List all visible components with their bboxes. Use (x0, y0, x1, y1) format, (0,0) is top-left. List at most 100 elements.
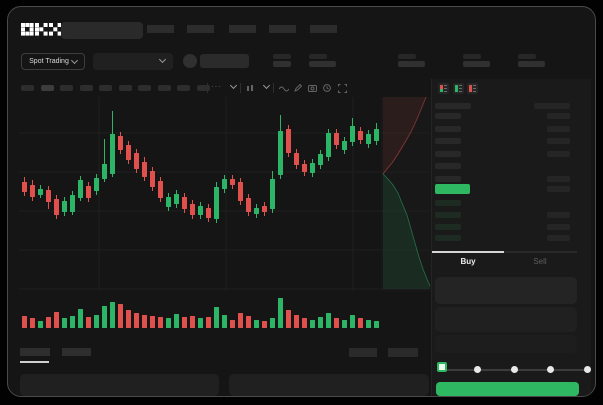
bids-only-icon[interactable] (452, 83, 464, 94)
chevron-down-icon[interactable] (229, 81, 238, 90)
trading-pair-selector[interactable] (93, 53, 173, 70)
color-column (469, 85, 472, 92)
active-bottom-tab-indicator (20, 361, 49, 363)
expand-icon[interactable] (338, 84, 347, 93)
combined-book-icon[interactable] (438, 83, 449, 94)
timeframe-button-2[interactable] (60, 85, 73, 91)
orderbook-header (435, 103, 471, 109)
app-window: Spot Trading ··· (7, 6, 596, 397)
ask-amount-cell (547, 113, 570, 119)
order-input-2[interactable] (435, 335, 577, 353)
color-column (440, 85, 443, 92)
ticker-stat-value (398, 61, 425, 67)
ticker-stat-value (463, 61, 490, 67)
ticker-stat-value (309, 61, 336, 67)
ticker-stat-label (398, 54, 416, 59)
timeframe-button-9[interactable] (196, 85, 210, 91)
divider (273, 83, 274, 93)
asks-only-icon[interactable] (467, 83, 478, 94)
slider-stop-3[interactable] (583, 366, 591, 373)
bid-price-cell (435, 235, 461, 241)
last-price-badge[interactable] (435, 184, 470, 194)
ticker-stat-3 (463, 54, 490, 67)
ticker-stat-label (463, 54, 481, 59)
wave-icon[interactable] (279, 85, 289, 92)
orderbook-header (534, 103, 570, 109)
nav-item-0[interactable] (147, 25, 174, 33)
bottom-control-0[interactable] (349, 348, 377, 357)
slider-stop-1[interactable] (510, 366, 518, 373)
slider-stop-0[interactable] (473, 366, 481, 373)
nav-item-4[interactable] (310, 25, 337, 33)
divider (207, 83, 208, 93)
bottom-panel-1 (229, 374, 429, 396)
active-tab-indicator (432, 251, 504, 253)
market-type-selector[interactable]: Spot Trading (21, 53, 85, 70)
bottom-tab-0[interactable] (20, 348, 50, 356)
ticker-stat-value (273, 61, 291, 67)
chart-type-icon[interactable] (246, 84, 255, 93)
ask-amount-cell (547, 138, 570, 144)
timeframe-button-6[interactable] (138, 85, 151, 91)
timeframe-button-3[interactable] (79, 85, 93, 91)
order-input-1[interactable] (435, 307, 577, 332)
search-input[interactable] (61, 22, 143, 39)
timeframe-button-4[interactable] (99, 85, 112, 91)
slider-stop-2[interactable] (546, 366, 554, 373)
more-intervals-icon[interactable]: ··· (211, 82, 222, 91)
header-action-button[interactable] (200, 54, 249, 68)
timeframe-button-0[interactable] (21, 85, 34, 91)
nav-item-2[interactable] (229, 25, 256, 33)
camera-icon[interactable] (308, 84, 317, 92)
tab-divider (432, 251, 577, 253)
book-lines (458, 85, 462, 92)
color-column (454, 85, 458, 92)
ticker-stat-label (309, 54, 327, 59)
orderbook-cell (547, 186, 570, 192)
pencil-icon[interactable] (294, 84, 302, 92)
ask-amount-cell (547, 151, 570, 157)
chevron-down-icon (158, 55, 167, 64)
clock-icon[interactable] (323, 84, 331, 92)
ask-amount-cell (547, 176, 570, 182)
nav-item-1[interactable] (187, 25, 214, 33)
nav-item-3[interactable] (269, 25, 296, 33)
ask-price-cell (435, 126, 461, 132)
orderbook-trade-panel: Buy Sell (431, 79, 591, 396)
tab-buy[interactable]: Buy (460, 257, 476, 266)
ticker-stat-value (518, 61, 545, 67)
ticker-stat-label (518, 54, 536, 59)
timeframe-button-5[interactable] (118, 85, 132, 91)
book-lines (444, 85, 447, 92)
timeframe-button-8[interactable] (177, 85, 190, 91)
ticker-stat-0 (273, 54, 291, 67)
order-input-0[interactable] (435, 277, 577, 304)
bottom-tab-1[interactable] (62, 348, 91, 356)
ticker-stat-2 (398, 54, 425, 67)
timeframe-button-7[interactable] (157, 85, 171, 91)
bid-amount-cell (547, 224, 570, 230)
timeframe-button-1[interactable] (40, 85, 54, 91)
ask-price-cell (435, 176, 461, 182)
bid-price-cell (435, 200, 461, 206)
chevron-down-icon[interactable] (262, 81, 271, 90)
bottom-panel-0 (20, 374, 219, 396)
ticker-stat-label (273, 54, 291, 59)
bid-amount-cell (547, 212, 570, 218)
bottom-control-1[interactable] (388, 348, 418, 357)
ask-price-cell (435, 138, 461, 144)
tab-sell[interactable]: Sell (533, 257, 547, 266)
ask-price-cell (435, 151, 461, 157)
buy-submit-button[interactable] (436, 382, 579, 396)
bid-price-cell (435, 212, 461, 218)
ask-price-cell (435, 163, 461, 169)
divider (240, 83, 241, 93)
okx-logo[interactable] (21, 22, 61, 37)
ask-price-cell (435, 113, 461, 119)
bid-price-cell (435, 224, 461, 230)
ask-amount-cell (547, 126, 570, 132)
amount-slider-handle[interactable] (437, 362, 447, 372)
asset-avatar[interactable] (183, 54, 197, 68)
ticker-stat-4 (518, 54, 545, 67)
